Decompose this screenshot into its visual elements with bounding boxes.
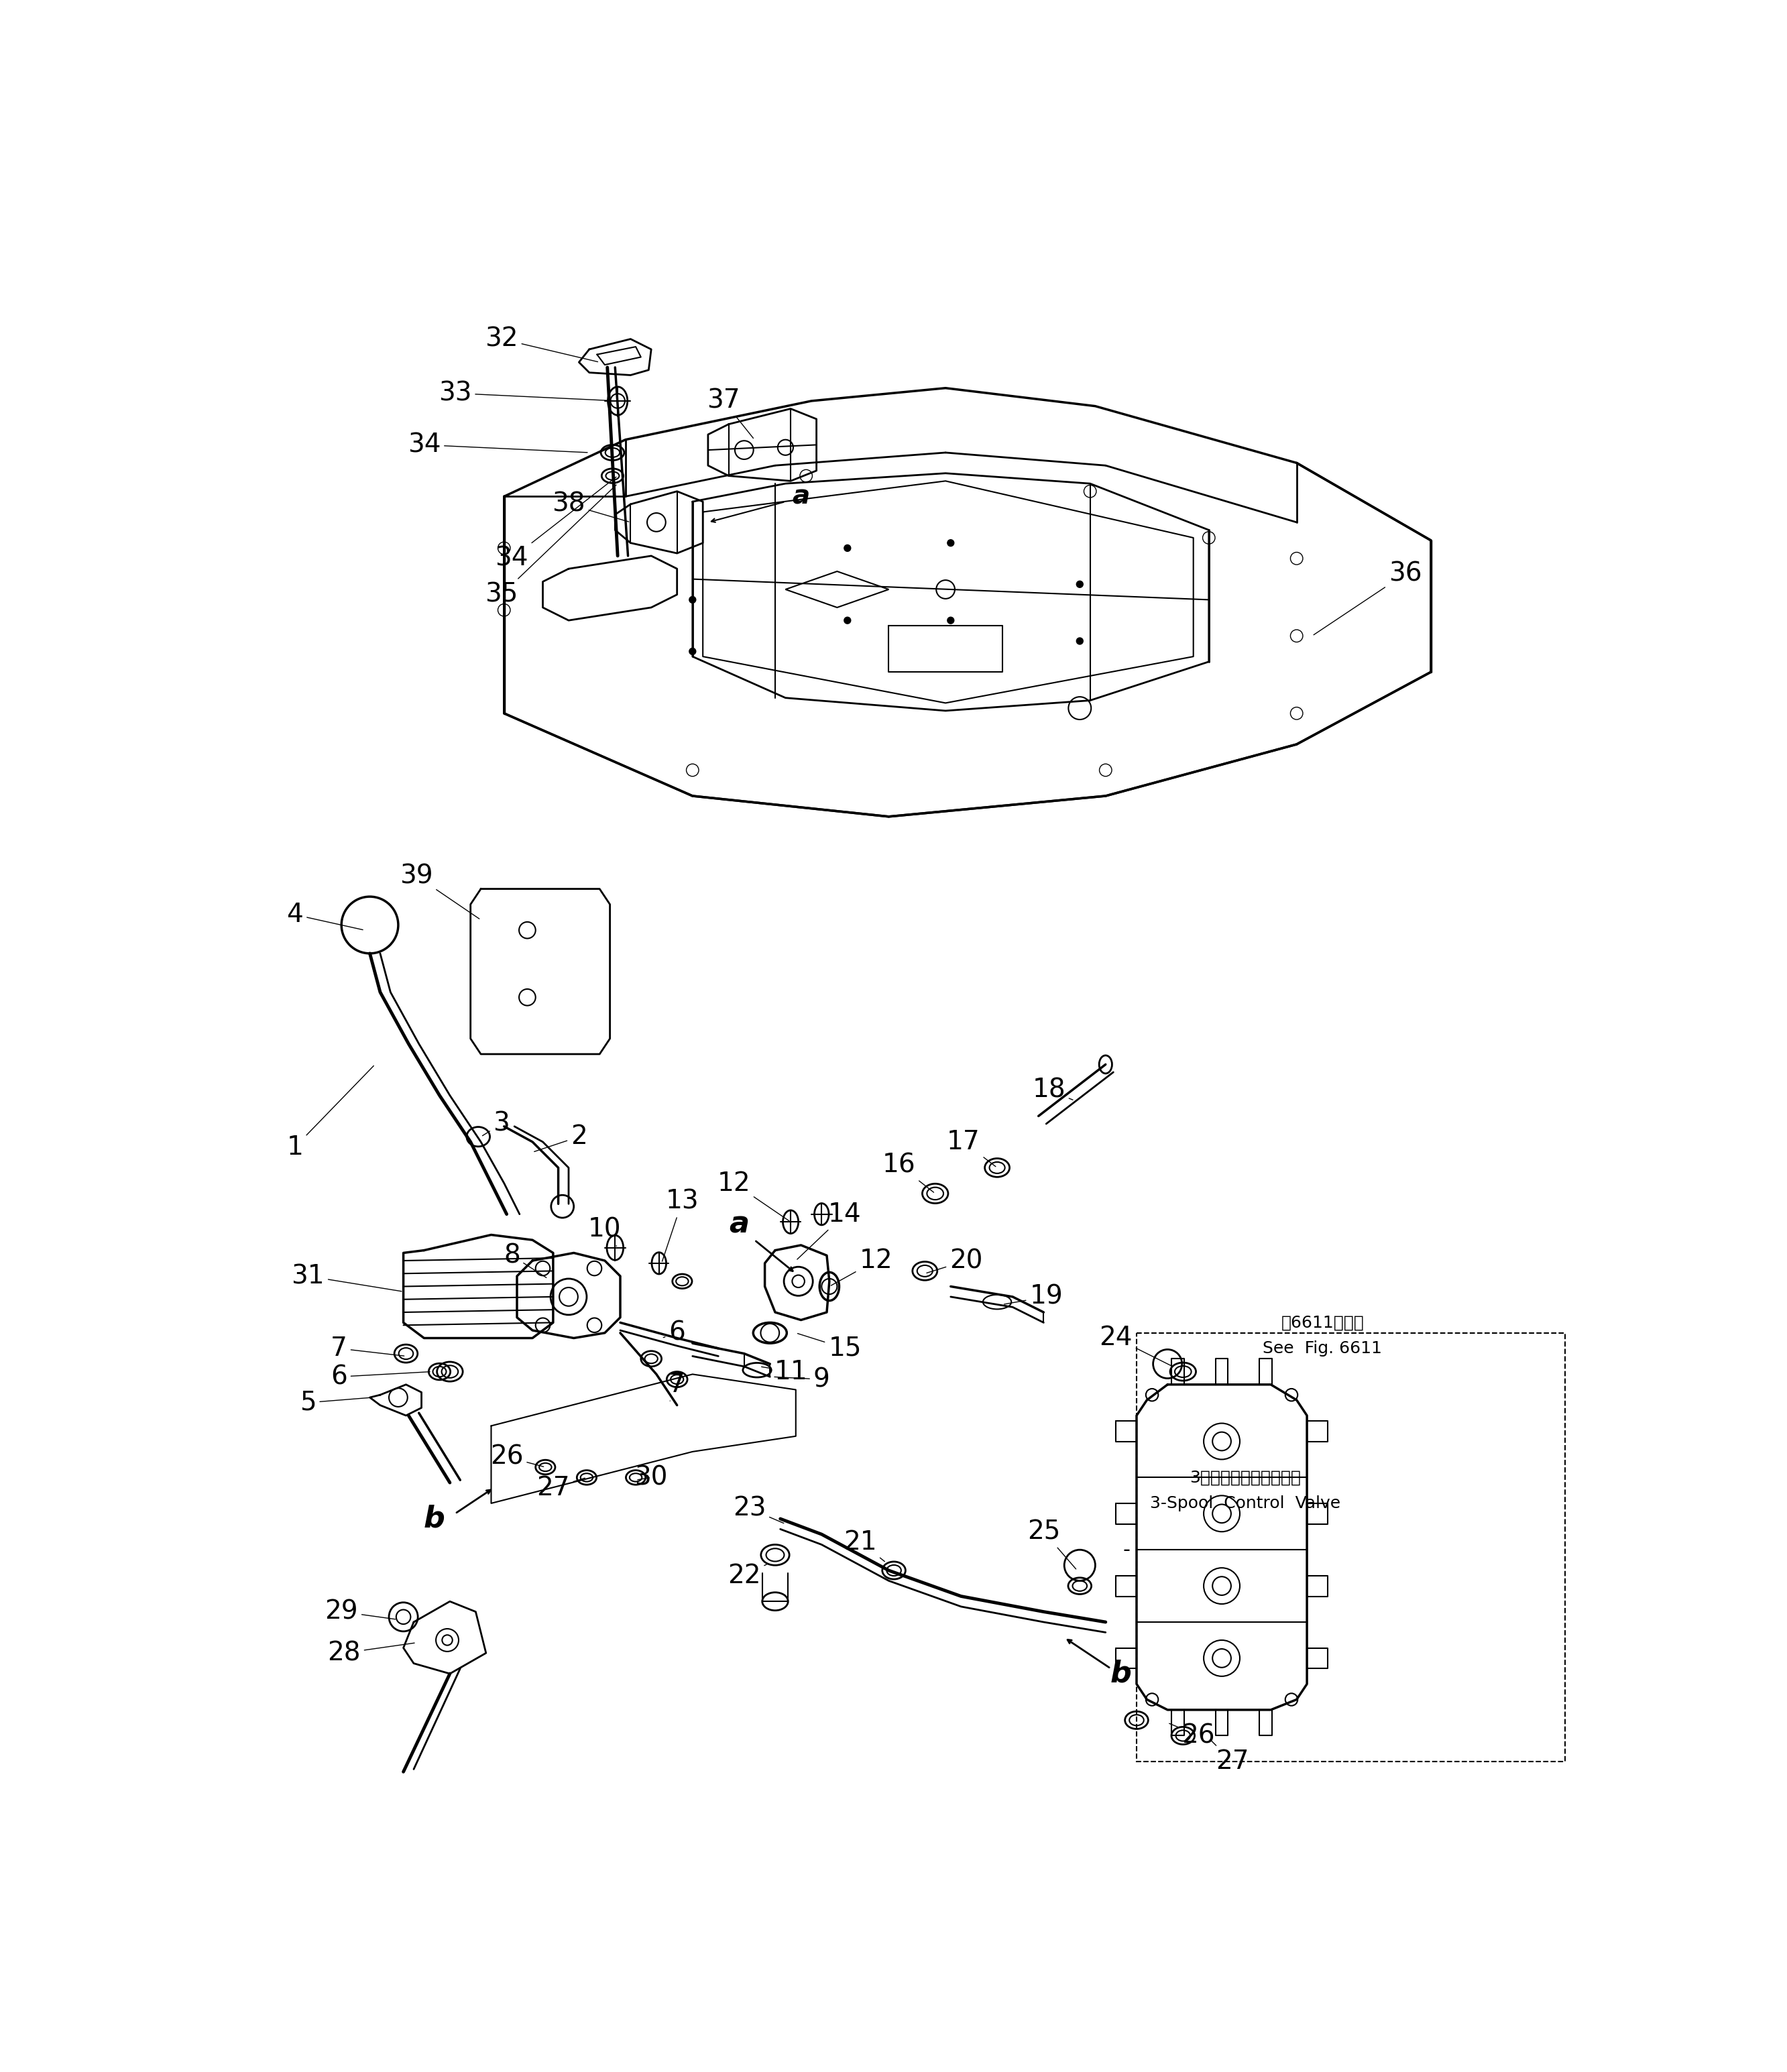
- Text: 19: 19: [1004, 1285, 1063, 1310]
- Text: 27: 27: [1210, 1740, 1249, 1774]
- Text: 3: 3: [482, 1111, 509, 1138]
- Text: 13: 13: [663, 1189, 699, 1262]
- Text: a: a: [792, 483, 810, 510]
- Text: See  Fig. 6611: See Fig. 6611: [1263, 1341, 1381, 1357]
- Text: 35: 35: [484, 485, 617, 607]
- Text: 2: 2: [534, 1123, 588, 1152]
- Text: 15: 15: [797, 1334, 861, 1361]
- Text: 36: 36: [1313, 562, 1422, 634]
- Text: 17: 17: [947, 1129, 995, 1167]
- Text: 24: 24: [1099, 1326, 1170, 1365]
- Text: 3連コントロールバルブ: 3連コントロールバルブ: [1190, 1469, 1301, 1486]
- Text: 33: 33: [438, 381, 617, 406]
- Text: 16: 16: [883, 1152, 935, 1191]
- Text: 29: 29: [325, 1600, 395, 1624]
- Text: 26: 26: [1169, 1724, 1215, 1749]
- Text: 30: 30: [634, 1465, 668, 1490]
- Text: 18: 18: [1033, 1077, 1072, 1102]
- Text: 28: 28: [327, 1641, 415, 1666]
- Text: 37: 37: [708, 387, 754, 437]
- Text: 6: 6: [663, 1320, 686, 1345]
- Bar: [1137, 1332, 1565, 1761]
- Text: 20: 20: [927, 1247, 983, 1274]
- Text: -: -: [1122, 1539, 1129, 1560]
- Text: 23: 23: [733, 1496, 784, 1523]
- Circle shape: [947, 617, 954, 624]
- Text: 7: 7: [331, 1336, 404, 1361]
- Circle shape: [690, 649, 695, 655]
- Text: b: b: [424, 1504, 445, 1533]
- Text: b: b: [1110, 1660, 1131, 1689]
- Text: 38: 38: [552, 491, 629, 522]
- Text: 12: 12: [717, 1171, 790, 1220]
- Text: 21: 21: [843, 1529, 885, 1562]
- Text: 3-Spool  Control  Valve: 3-Spool Control Valve: [1149, 1496, 1340, 1510]
- Text: 34: 34: [495, 477, 617, 572]
- Text: 第6611図参照: 第6611図参照: [1281, 1314, 1363, 1330]
- Text: 14: 14: [797, 1202, 861, 1260]
- Text: 25: 25: [1028, 1519, 1076, 1569]
- Text: a: a: [729, 1210, 749, 1239]
- Text: 34: 34: [407, 433, 588, 458]
- Text: 12: 12: [831, 1247, 892, 1285]
- Text: 26: 26: [490, 1444, 543, 1469]
- Circle shape: [843, 617, 851, 624]
- Circle shape: [1078, 580, 1083, 586]
- Text: 31: 31: [291, 1264, 402, 1291]
- Text: 8: 8: [504, 1243, 547, 1278]
- Text: 4: 4: [286, 901, 363, 930]
- Circle shape: [690, 597, 695, 603]
- Text: 6: 6: [331, 1363, 431, 1390]
- Circle shape: [1078, 638, 1083, 644]
- Circle shape: [947, 541, 954, 547]
- Text: 5: 5: [300, 1390, 370, 1415]
- Text: 1: 1: [286, 1065, 373, 1160]
- Text: 10: 10: [588, 1216, 622, 1245]
- Text: 22: 22: [727, 1562, 768, 1589]
- Text: 11: 11: [761, 1359, 808, 1384]
- Text: 39: 39: [400, 864, 479, 918]
- Text: 32: 32: [484, 325, 599, 363]
- Text: 9: 9: [774, 1368, 829, 1392]
- Text: 7: 7: [668, 1372, 686, 1401]
- Text: 27: 27: [536, 1475, 584, 1500]
- Circle shape: [843, 545, 851, 551]
